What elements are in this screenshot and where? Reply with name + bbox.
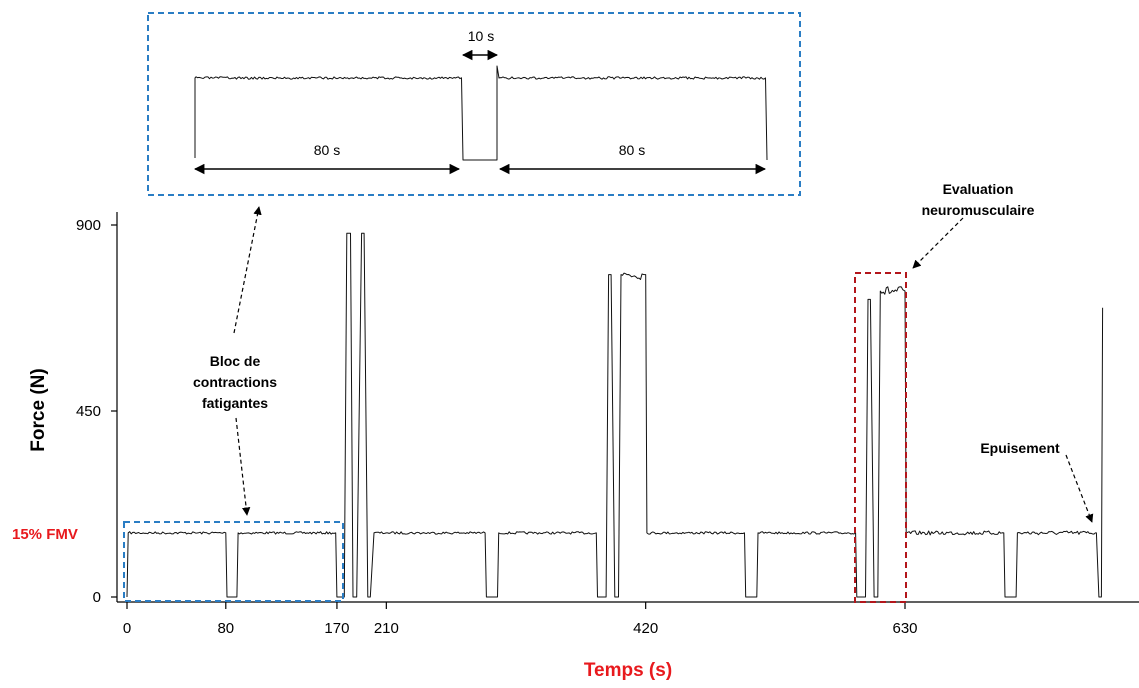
y-tick-label-900: 900 — [76, 217, 101, 234]
inset-signal — [194, 65, 768, 161]
annotation-fatigue-block: Bloc de contractions fatigantes — [193, 353, 277, 411]
annotation-evaluation: Evaluation neuromusculaire — [922, 181, 1035, 218]
x-tick-label-170: 170 — [324, 620, 349, 637]
arrow-to-inset — [233, 206, 262, 334]
inset-zoom: 80 s 80 s 10 s — [147, 12, 801, 196]
x-axis-ticks: 0 80 170 210 420 630 — [123, 602, 918, 637]
inset-frame — [147, 12, 801, 196]
x-tick-label-630: 630 — [892, 620, 917, 637]
inset-label-right: 80 s — [619, 142, 645, 158]
arrow-to-block — [235, 417, 251, 516]
y-axis-ticks: 0 450 900 — [76, 217, 117, 606]
force-signal-line — [126, 232, 1104, 598]
inset-label-left: 80 s — [314, 142, 340, 158]
evaluation-box — [854, 272, 907, 603]
annotation-exhaustion: Epuisement — [980, 440, 1060, 456]
x-tick-label-0: 0 — [123, 620, 131, 637]
x-axis-title: Temps (s) — [584, 660, 672, 681]
reference-level-label: 15% FMV — [12, 526, 78, 543]
x-tick-label-210: 210 — [374, 620, 399, 637]
inset-label-gap: 10 s — [468, 28, 494, 44]
x-tick-label-80: 80 — [217, 620, 234, 637]
x-tick-label-420: 420 — [633, 620, 658, 637]
arrow-to-exhaustion — [1065, 454, 1094, 523]
y-tick-label-0: 0 — [93, 589, 101, 606]
y-tick-label-450: 450 — [76, 403, 101, 420]
y-axis-title: Force (N) — [28, 368, 49, 451]
arrow-to-evaluation — [912, 217, 964, 269]
